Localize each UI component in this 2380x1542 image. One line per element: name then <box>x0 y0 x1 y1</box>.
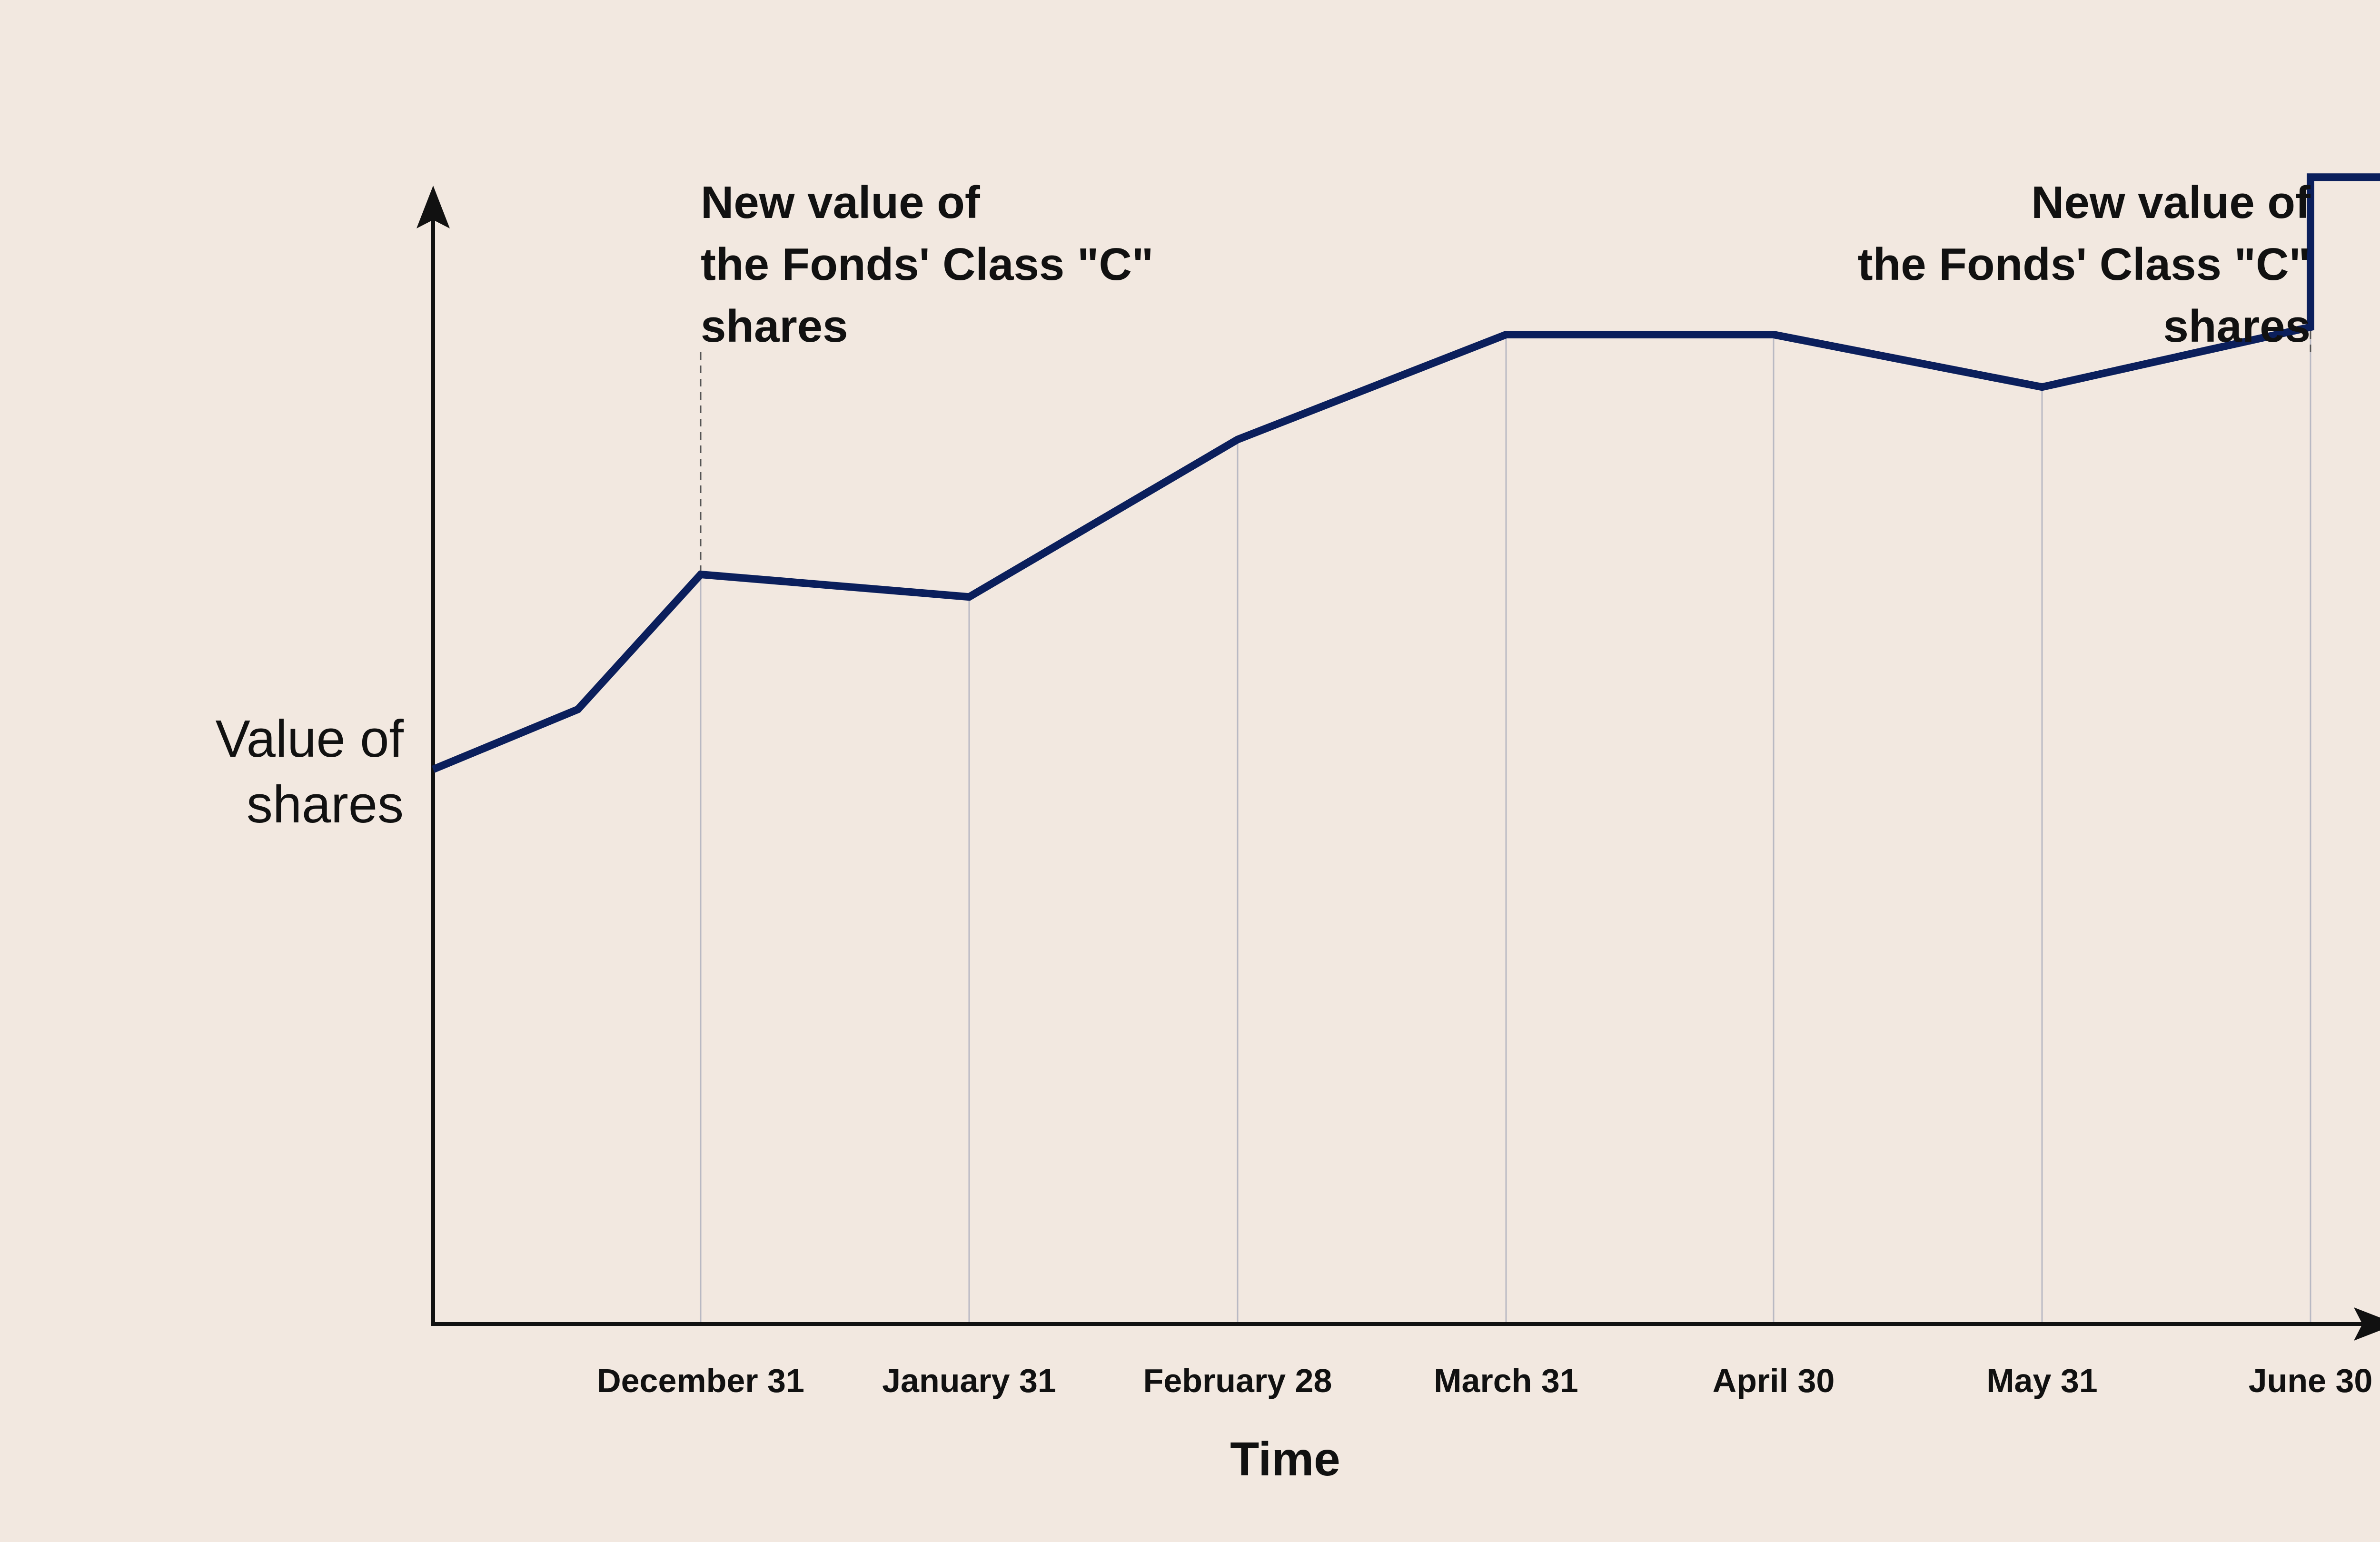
x-tick-label-may-31: May 31 <box>1986 1362 2097 1399</box>
x-axis-label: Time <box>1230 1433 1340 1486</box>
x-tick-label-march-31: March 31 <box>1434 1362 1578 1399</box>
y-axis-label: Value of shares <box>216 710 404 834</box>
x-tick-label-december-31: December 31 <box>597 1362 804 1399</box>
annotation-1-line-2: the Fonds' Class "C" <box>701 239 1153 290</box>
y-axis-label-line-2: shares <box>247 775 404 834</box>
annotation-guides <box>700 327 2311 574</box>
x-tick-label-april-30: April 30 <box>1713 1362 1835 1399</box>
series-line-group <box>431 173 2380 773</box>
annotation-2-line-3: shares <box>2163 301 2311 352</box>
x-tick-labels: December 31 January 31 February 28 March 31… <box>597 1362 2372 1399</box>
series-line <box>431 173 2380 773</box>
gridlines <box>700 327 2311 1324</box>
y-axis-label-line-1: Value of <box>216 710 404 768</box>
axes <box>416 186 2380 1341</box>
annotations: New value of the Fonds' Class "C" shares Ne… <box>701 177 2311 352</box>
x-tick-label-february-28: February 28 <box>1143 1362 1332 1399</box>
annotation-2-line-2: the Fonds' Class "C" <box>1858 239 2311 290</box>
x-tick-label-june-30: June 30 <box>2249 1362 2373 1399</box>
y-axis-arrow <box>416 186 450 228</box>
annotation-1-line-1: New value of <box>701 177 981 228</box>
annotation-1-line-3: shares <box>701 301 848 352</box>
x-tick-label-january-31: January 31 <box>882 1362 1056 1399</box>
x-axis-arrow <box>2354 1307 2380 1341</box>
annotation-2-line-1: New value of <box>2031 177 2311 228</box>
